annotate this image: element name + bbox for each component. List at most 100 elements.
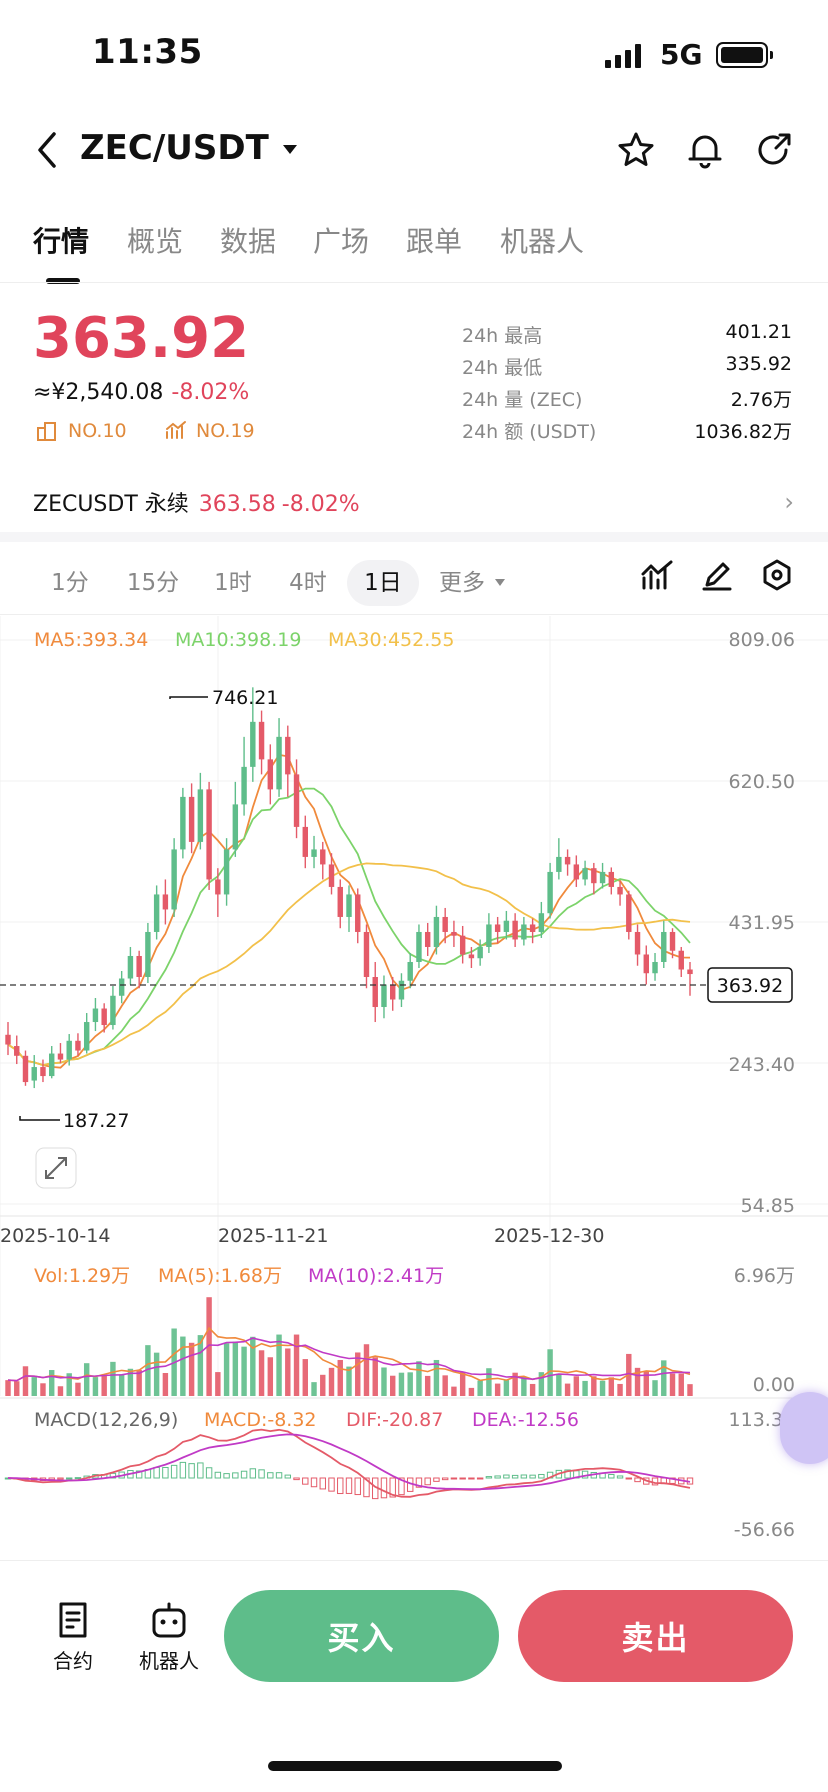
macd-histogram-bar [275, 1472, 283, 1479]
stat-low-label: 24h 最低 [462, 357, 543, 379]
candle-body [468, 954, 475, 959]
share-icon[interactable] [754, 130, 794, 170]
candle-body [442, 916, 448, 932]
expand-icon[interactable] [35, 1147, 77, 1189]
candle-body [678, 950, 684, 970]
tab-market[interactable]: 行情 [33, 225, 90, 258]
interval-more[interactable]: 更多 [439, 570, 485, 596]
volume-bar [22, 1366, 29, 1396]
ma5-label: MA5:393.34 [34, 629, 148, 651]
candle-body [127, 955, 134, 979]
indicator-icon[interactable] [640, 558, 674, 592]
macd-histogram-bar [433, 1477, 440, 1482]
volume-bar [486, 1368, 492, 1396]
macd-histogram-bar [162, 1466, 169, 1479]
x-tick-2: 2025-11-21 [218, 1225, 328, 1247]
interval-4h[interactable]: 4时 [289, 570, 327, 596]
candle-body [22, 1055, 29, 1083]
dea-line [7, 1433, 691, 1491]
macd-histogram-bar [240, 1470, 248, 1479]
candle-body [153, 894, 160, 932]
y-tick-5: 54.85 [741, 1195, 795, 1217]
macd-histogram-bar [197, 1462, 204, 1479]
perpetual-change: -8.02% [281, 492, 360, 517]
candle-body [110, 995, 116, 1026]
volume-bar [293, 1334, 300, 1396]
star-icon[interactable] [616, 130, 656, 170]
candle-body [66, 1040, 72, 1060]
candle-body [5, 1034, 11, 1045]
pair-title[interactable]: ZEC/USDT [80, 128, 269, 168]
ma30-line [7, 862, 691, 1067]
candle-body [459, 935, 466, 955]
candle-body [118, 978, 125, 996]
macd-histogram-bar [258, 1469, 265, 1479]
tab-data[interactable]: 数据 [220, 225, 277, 258]
candle-body [285, 736, 291, 775]
candle-body [136, 955, 142, 977]
tab-square[interactable]: 广场 [313, 225, 370, 258]
volume-ma5-line [7, 1326, 691, 1382]
volume-bar [83, 1363, 90, 1396]
low-marker-line [19, 1116, 60, 1121]
volume-bar [118, 1374, 125, 1396]
macd-histogram-bar [415, 1477, 423, 1488]
candle-body [355, 894, 361, 932]
volume-bar [153, 1352, 160, 1396]
contract-label[interactable]: 合约 [53, 1649, 93, 1673]
candle-body [687, 969, 693, 975]
candle-body [241, 766, 247, 805]
candle-body [608, 871, 615, 887]
stat-volume-label: 24h 量 (ZEC) [462, 389, 583, 411]
kline-chart[interactable]: MA5:393.34 MA10:398.19 MA30:452.55 809.0… [0, 616, 828, 1560]
dea-label: DEA:-12.56 [472, 1409, 579, 1431]
divider [0, 282, 828, 283]
volume-bar [582, 1380, 588, 1396]
contract-icon[interactable] [53, 1600, 93, 1640]
candle-body [591, 868, 597, 884]
dropdown-caret-icon[interactable] [282, 143, 298, 155]
rank-badge-2[interactable]: NO.19 [196, 420, 255, 442]
more-caret-icon[interactable] [494, 578, 506, 588]
volume-bar [232, 1341, 239, 1396]
tab-overview[interactable]: 概览 [127, 225, 184, 258]
volume-bar [311, 1382, 317, 1396]
interval-1m[interactable]: 1分 [51, 570, 89, 596]
interval-15m[interactable]: 15分 [126, 570, 180, 596]
volume-bar [669, 1373, 676, 1396]
volume-bar [188, 1342, 195, 1396]
volume-bar [92, 1377, 99, 1396]
bell-icon[interactable] [685, 130, 725, 170]
home-indicator [268, 1761, 562, 1771]
battery-icon [716, 42, 773, 68]
robot-label[interactable]: 机器人 [139, 1649, 199, 1673]
rank-badge-1[interactable]: NO.10 [68, 420, 127, 442]
robot-icon[interactable] [149, 1600, 189, 1640]
tab-robot[interactable]: 机器人 [500, 225, 585, 258]
sell-button[interactable]: 卖出 [518, 1590, 793, 1682]
macd-histogram-bar [616, 1475, 624, 1479]
candle-body [538, 913, 545, 932]
volume-bar [529, 1383, 536, 1396]
macd-histogram-bar [345, 1477, 353, 1494]
draw-pencil-icon[interactable] [700, 558, 734, 592]
perpetual-row[interactable]: ZECUSDT 永续 363.58 -8.02% [33, 486, 360, 518]
interval-1h[interactable]: 1时 [214, 570, 252, 596]
volume-bar [591, 1376, 597, 1396]
chevron-right-icon[interactable]: › [784, 488, 794, 516]
volume-ma10-line [7, 1337, 691, 1382]
rank-icon [37, 422, 56, 441]
candle-body [661, 931, 667, 962]
interval-1d[interactable]: 1日 [347, 560, 419, 606]
floating-assistant-button[interactable] [780, 1392, 828, 1464]
tab-copy-trade[interactable]: 跟单 [406, 225, 463, 258]
stat-volume-value: 2.76万 [730, 389, 792, 411]
macd-histogram-bar [354, 1477, 361, 1496]
dif-line [7, 1428, 691, 1498]
volume-bar [5, 1380, 11, 1396]
back-icon[interactable] [30, 128, 66, 172]
buy-button[interactable]: 买入 [224, 1590, 499, 1682]
settings-hex-icon[interactable] [760, 558, 794, 592]
macd-histogram-bar [424, 1477, 431, 1486]
volume-bar [634, 1367, 641, 1396]
